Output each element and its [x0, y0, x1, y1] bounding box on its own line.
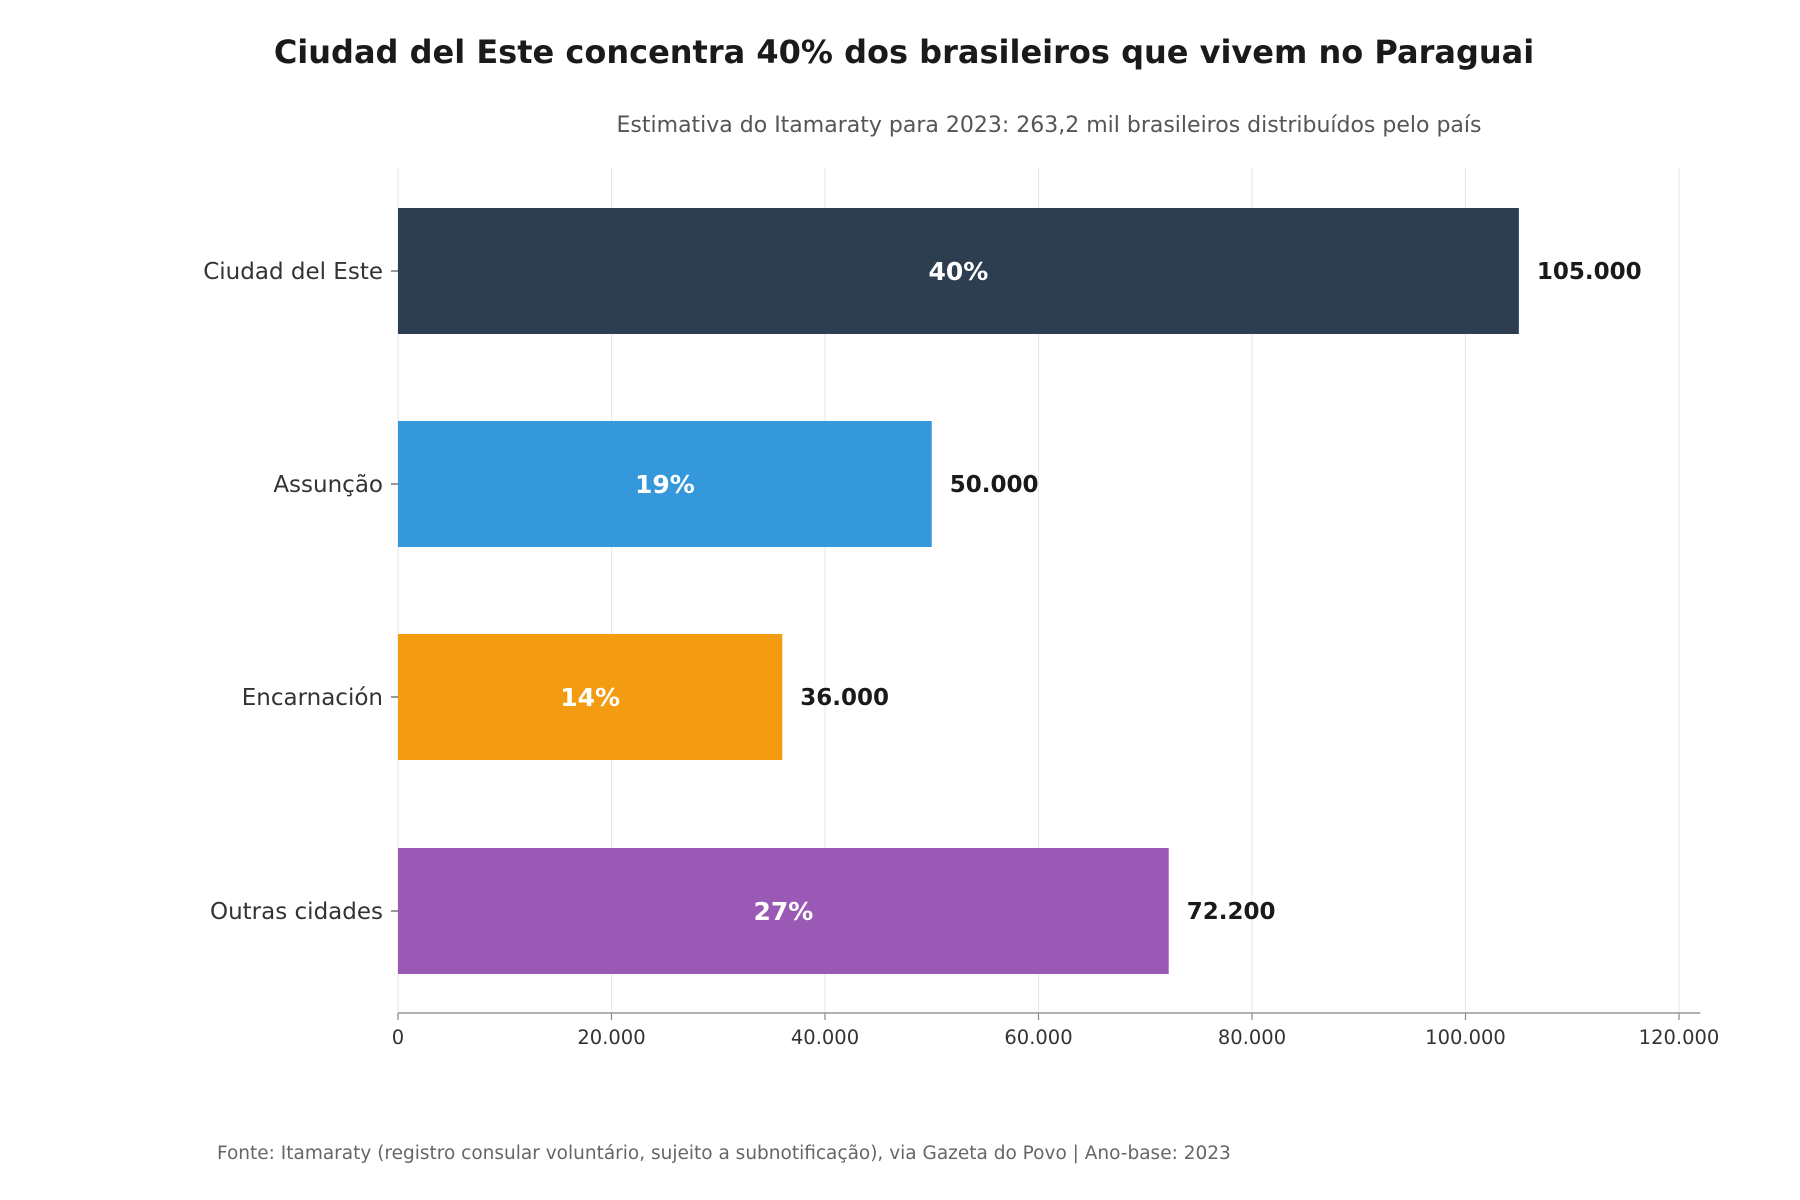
x-tick-label: 80.000: [1218, 1026, 1286, 1049]
percent-label: 14%: [560, 683, 620, 712]
chart-title: Ciudad del Este concentra 40% dos brasil…: [274, 33, 1534, 71]
y-tick-label: Encarnación: [242, 685, 383, 711]
y-tick-label: Assunção: [273, 472, 383, 498]
x-tick-label: 40.000: [791, 1026, 859, 1049]
value-label: 105.000: [1537, 259, 1642, 285]
x-tick-label: 60.000: [1004, 1026, 1072, 1049]
bar: [398, 634, 783, 760]
x-tick-label: 0: [392, 1026, 404, 1049]
x-tick-label: 100.000: [1425, 1026, 1506, 1049]
x-tick-label: 20.000: [577, 1026, 645, 1049]
value-label: 36.000: [800, 685, 889, 711]
percent-label: 27%: [753, 897, 813, 926]
source-footer: Fonte: Itamaraty (registro consular volu…: [217, 1143, 1231, 1164]
value-label: 72.200: [1187, 899, 1276, 925]
y-tick-label: Ciudad del Este: [203, 259, 383, 285]
bar: [398, 208, 1519, 334]
value-label: 50.000: [950, 472, 1039, 498]
percent-label: 40%: [929, 257, 989, 286]
x-axis: 0 20.000 40.000 60.000 80.000 100.000 120.000: [392, 1012, 1720, 1049]
y-tick-label: Outras cidades: [210, 899, 383, 925]
percent-label: 19%: [635, 470, 695, 499]
bar: [398, 848, 1169, 974]
x-tick-label: 120.000: [1639, 1026, 1720, 1049]
bar: [398, 421, 932, 547]
y-axis: Ciudad del Este Assunção Encarnación Outras…: [203, 259, 398, 925]
bars: 40% 105.000 19% 50.000 14% 36.000 27% 72.200: [398, 208, 1642, 974]
chart-subtitle: Estimativa do Itamaraty para 2023: 263,2…: [617, 113, 1482, 138]
